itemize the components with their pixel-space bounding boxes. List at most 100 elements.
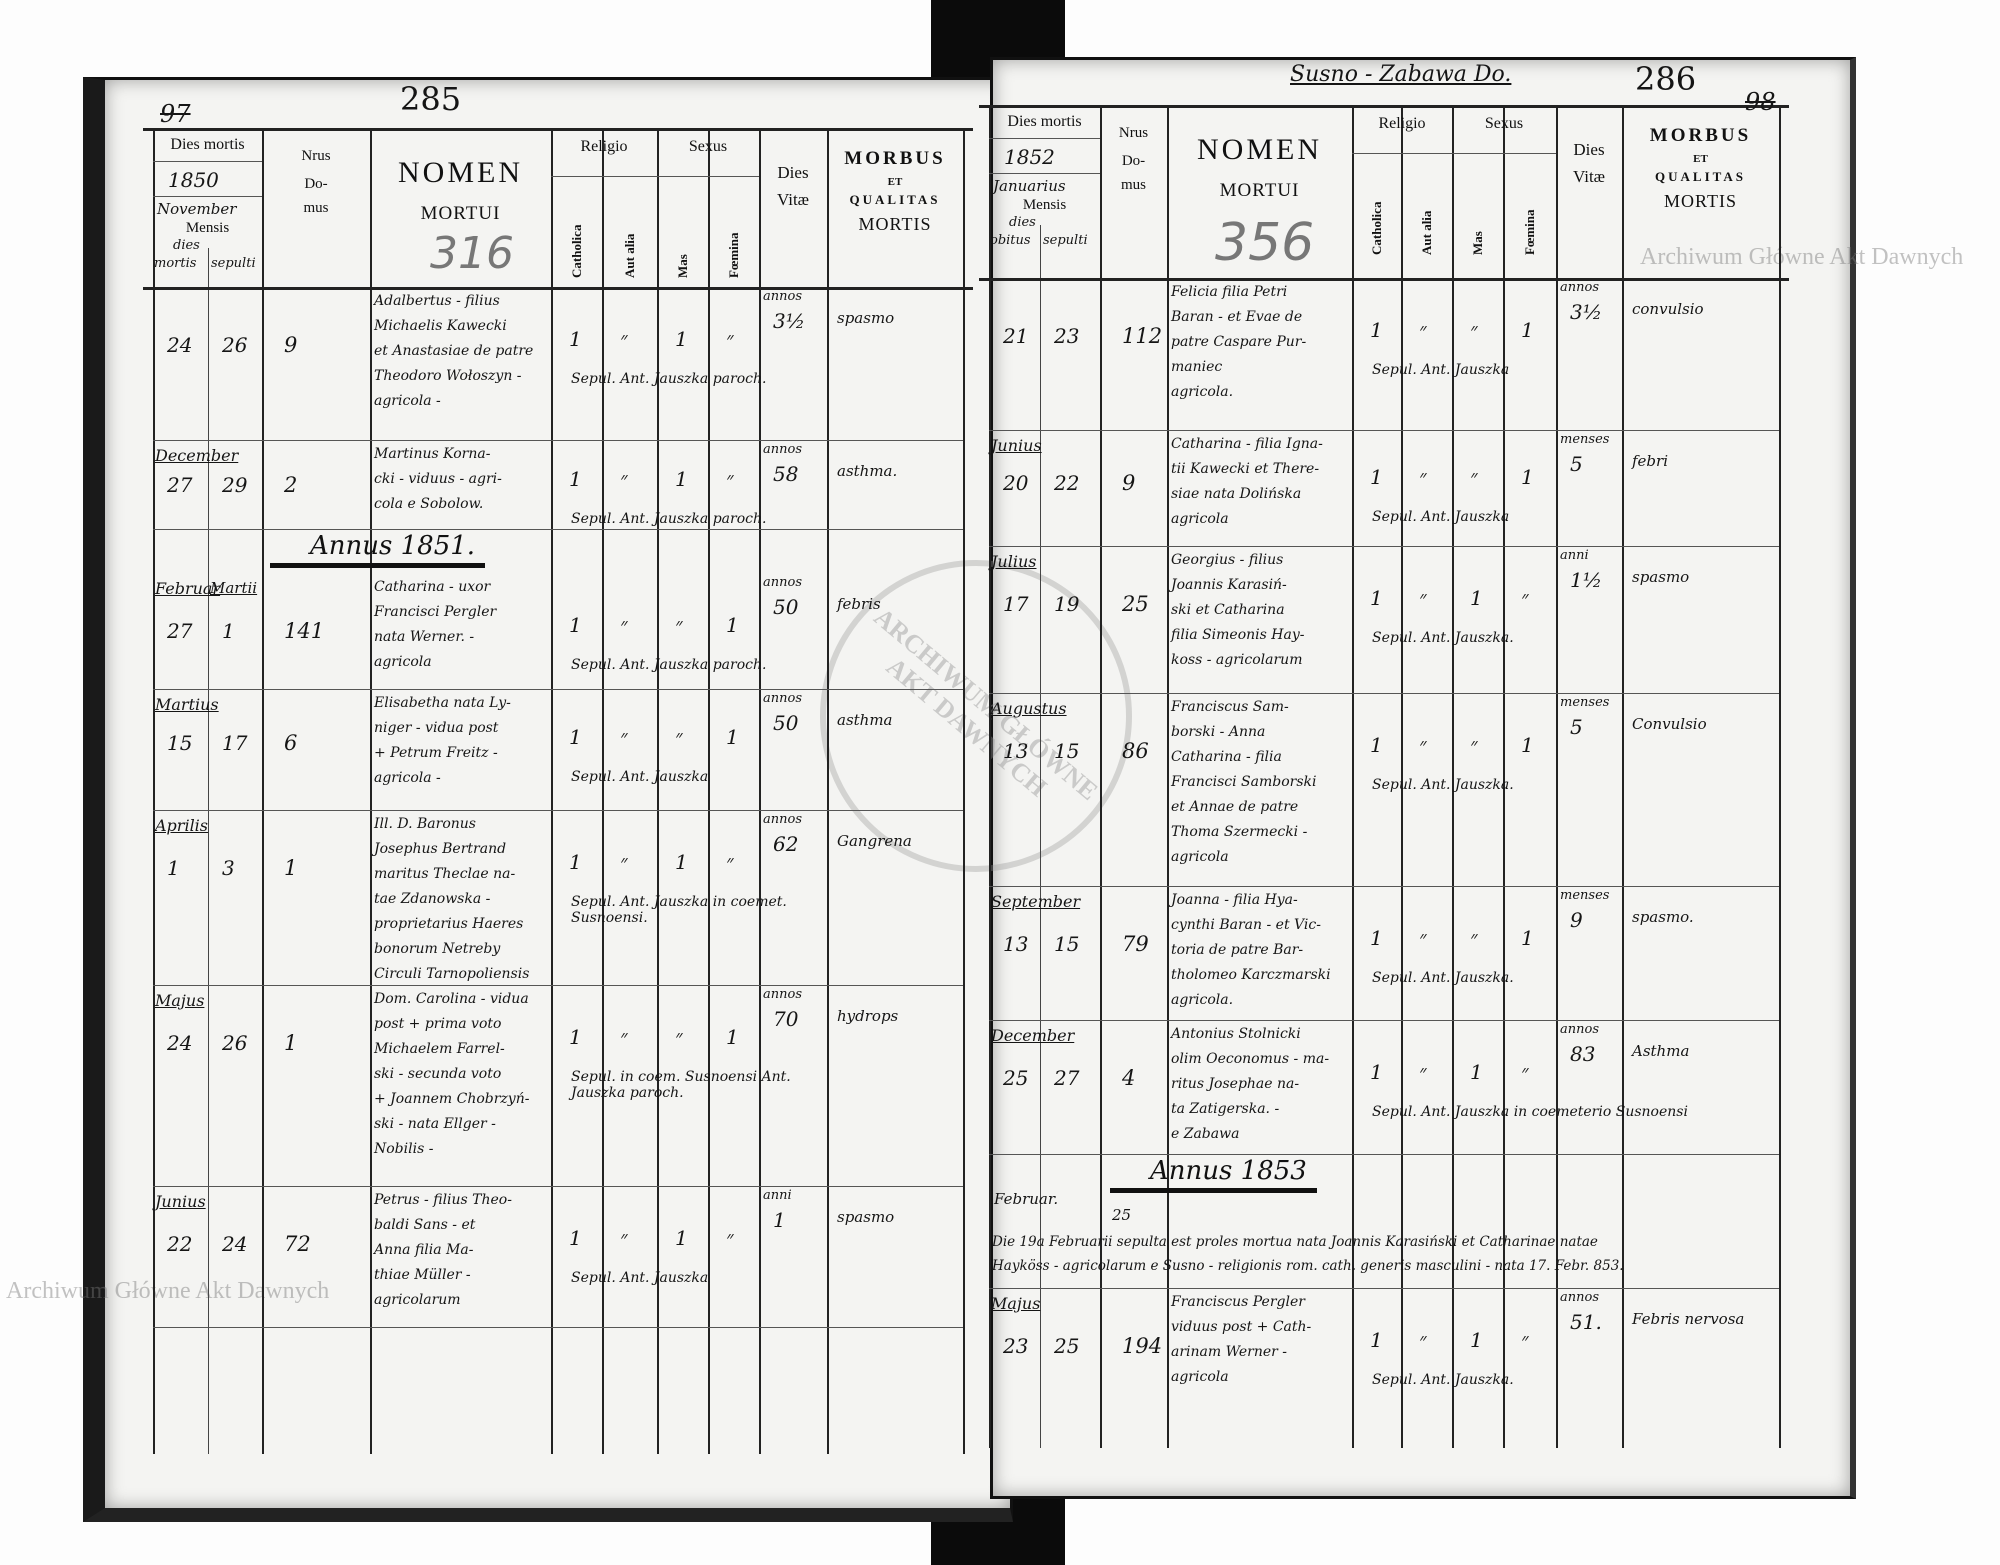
- name-line: Josephus Bertrand: [374, 841, 507, 857]
- cause-of-death: spasmo.: [1632, 908, 1694, 926]
- name-line: nata Werner. -: [374, 629, 475, 645]
- name-line: Elisabetha nata Ly-: [374, 695, 511, 711]
- header-qualitas: QUALITAS: [849, 192, 941, 207]
- mark-foemina: ״: [726, 327, 734, 351]
- name-line: Franciscus Sam-: [1171, 699, 1289, 715]
- name-line: cki - viduus - agri-: [374, 471, 502, 487]
- column-rule: [1556, 105, 1558, 1448]
- age-value: 83: [1570, 1042, 1596, 1066]
- header-sepulti-label: sepulti: [1043, 233, 1088, 248]
- day-of-death: 13: [1003, 932, 1029, 956]
- old-page-number: 98: [1745, 88, 1776, 116]
- burial-note: Sepul. Ant. Jauszka: [571, 769, 709, 786]
- table-row: Junius 20 22 9 Catharina - filia Igna-tii Ka…: [989, 430, 1779, 546]
- row-rule: [989, 430, 1779, 431]
- archive-stamp: ARCHIWUM GŁÓWNE AKT DAWNYCH: [820, 560, 1132, 872]
- header-domus-2: mus: [303, 200, 329, 216]
- header-et: ET: [887, 176, 903, 188]
- day-of-death: 17: [1003, 592, 1029, 616]
- cause-of-death: asthma.: [837, 462, 898, 480]
- name-line: bonorum Netreby: [374, 941, 501, 957]
- header-dies-mortis: Dies mortis: [170, 136, 245, 153]
- name-line: agricola: [374, 654, 432, 670]
- burial-note: Sepul. Ant. Jauszka: [571, 1270, 709, 1286]
- burial-note: Sepul. Ant. Jauszka in coemet. Susnoensi…: [571, 894, 787, 926]
- house-number: 141: [284, 619, 325, 643]
- name-line: olim Oeconomus - ma-: [1171, 1051, 1330, 1067]
- column-rule: [1452, 105, 1454, 1448]
- cause-of-death: Febris nervosa: [1632, 1310, 1745, 1328]
- burial-note: Sepul. Ant. Jauszka paroch.: [571, 510, 767, 527]
- month-label: Majus: [991, 1294, 1041, 1313]
- year-rule: [153, 196, 262, 197]
- table-row: Majus 23 25 194 Franciscus Pergler viduus pos…: [989, 1288, 1779, 1448]
- mark-aut-alia: ״: [620, 327, 628, 351]
- name-line: viduus post + Cath-: [1171, 1319, 1312, 1335]
- column-rule: [153, 128, 155, 1454]
- cause-of-death: Asthma: [1632, 1042, 1690, 1060]
- burial-note: Sepul. Ant. Jauszka paroch.: [571, 657, 767, 673]
- day-of-death: 22: [167, 1232, 193, 1256]
- day-of-burial: 17: [222, 731, 248, 756]
- name-line: toria de patre Bar-: [1171, 942, 1304, 958]
- mark-catholica: 1: [569, 327, 582, 351]
- column-rule: [759, 128, 761, 1454]
- row-rule: [989, 546, 1779, 547]
- row-rule: [989, 1154, 1779, 1155]
- age-value: 5: [1570, 452, 1583, 476]
- name-line: ski et Catharina: [1171, 602, 1285, 618]
- month-label: December: [155, 446, 239, 465]
- header-sepulti-label: sepulti: [211, 256, 256, 271]
- row-rule: [153, 1186, 963, 1187]
- header-domus-1: Do-: [304, 176, 328, 192]
- header-foemina: Fœmina: [1521, 209, 1537, 256]
- religio-rule: [551, 176, 759, 177]
- cause-of-death: hydrops: [837, 1007, 899, 1025]
- cause-of-death: spasmo: [1632, 568, 1690, 586]
- name-line: Joanna - filia Hya-: [1171, 892, 1298, 908]
- house-number: 1: [284, 856, 298, 880]
- burial-note: Sepul. Ant. Jauszka: [1372, 508, 1510, 525]
- house-number: 72: [284, 1232, 311, 1256]
- age-unit: annos: [1560, 1290, 1599, 1305]
- header-mortis: MORTIS: [1664, 191, 1737, 211]
- special-entry-day: 25: [1112, 1206, 1132, 1224]
- age-value: 58: [773, 462, 799, 486]
- age-unit: menses: [1560, 888, 1610, 903]
- name-line: Catharina - filia: [1171, 749, 1282, 765]
- name-line: proprietarius Haeres: [374, 916, 524, 932]
- column-rule: [551, 128, 553, 1454]
- table-row: September 13 15 79 Joanna - filia Hya-cynthi…: [989, 886, 1779, 1020]
- mark-mas: 1: [1470, 586, 1483, 610]
- header-vitae: Vitæ: [776, 190, 810, 209]
- column-rule: [370, 128, 372, 1454]
- age-value: 51.: [1570, 1310, 1602, 1334]
- age-unit: annos: [763, 691, 802, 706]
- name-line: Adalbertus - filius: [374, 293, 500, 309]
- name-line: Nobilis -: [374, 1141, 434, 1157]
- house-number: 4: [1122, 1066, 1136, 1090]
- name-line: Anna filia Ma-: [374, 1242, 474, 1258]
- age-unit: annos: [1560, 280, 1599, 295]
- header-domus-2: mus: [1120, 177, 1146, 193]
- header-dies: Dies: [1573, 140, 1605, 159]
- burial-note: Sepul. Ant. Jauszka.: [1372, 970, 1514, 986]
- mark-aut-alia: ״: [620, 466, 628, 491]
- column-rule: [963, 128, 965, 1454]
- name-line: maritus Theclae na-: [374, 866, 516, 882]
- name-line: Thoma Szermecki -: [1171, 824, 1308, 840]
- header-month: November: [157, 200, 237, 218]
- house-number: 6: [284, 731, 298, 756]
- month-label: Junius: [155, 1192, 206, 1211]
- mark-aut-alia: ״: [1419, 464, 1427, 489]
- header-mortis-label: mortis: [154, 256, 197, 271]
- name-line: tii Kawecki et There-: [1171, 461, 1320, 477]
- burial-note: Sepul. Ant. Jauszka in coemeterio Susnoe…: [1372, 1104, 1688, 1120]
- day-of-burial: 29: [222, 472, 248, 497]
- header-catholica: Catholica: [1368, 201, 1384, 255]
- mark-foemina: ״: [726, 850, 734, 874]
- row-rule: [989, 693, 1779, 694]
- mark-mas: ״: [675, 1025, 683, 1049]
- year-heading: Annus 1851.: [270, 531, 486, 568]
- month-label: September: [991, 892, 1081, 911]
